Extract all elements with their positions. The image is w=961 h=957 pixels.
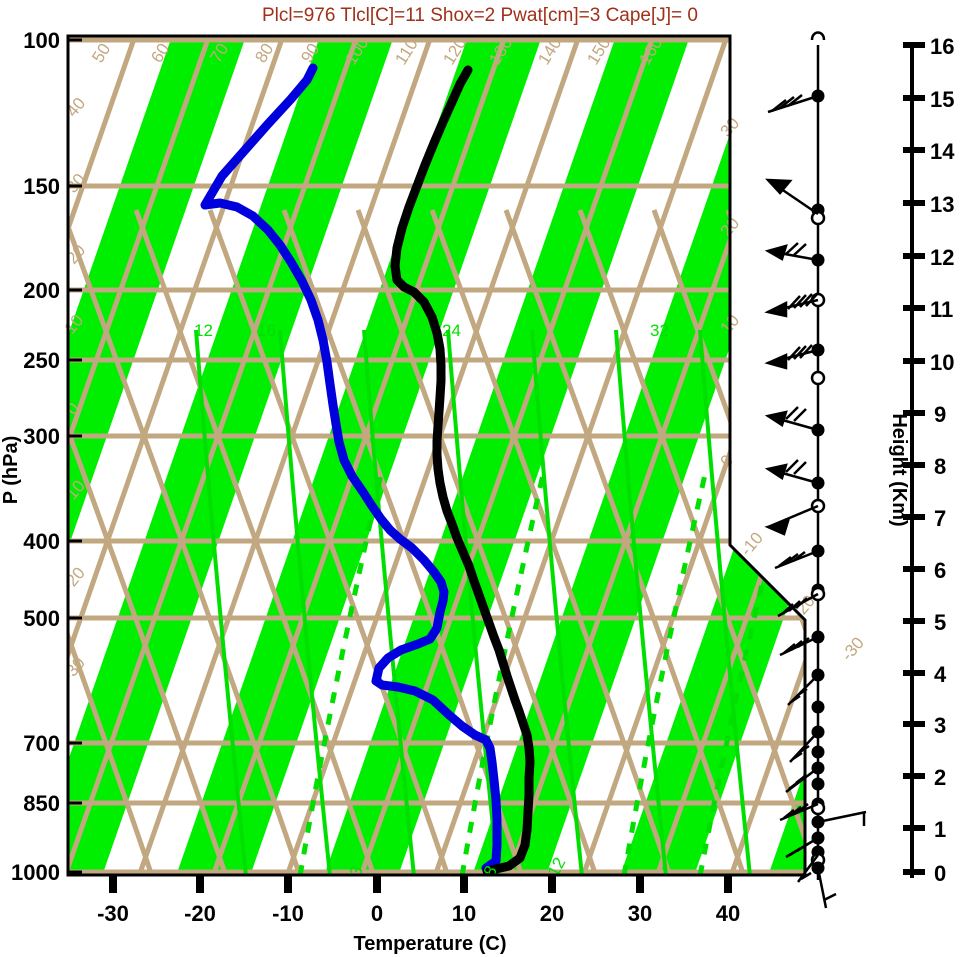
wind-barb bbox=[779, 635, 819, 657]
pressure-tick-label: 400 bbox=[23, 529, 60, 554]
temperature-axis: -30 -20 -10 0 10 20 30 40 bbox=[97, 876, 740, 926]
temperature-tick-label: -30 bbox=[97, 901, 129, 926]
temperature-tick-label: 30 bbox=[628, 901, 652, 926]
temperature-ticks bbox=[109, 876, 732, 893]
height-tick-label: 1 bbox=[934, 817, 946, 842]
pressure-tick-label: 1000 bbox=[11, 860, 60, 885]
pressure-tick-label: 150 bbox=[23, 174, 60, 199]
wind-barb-top-marker bbox=[810, 31, 826, 41]
mixing-ratio-label: 24 bbox=[442, 321, 461, 340]
temperature-tick-label: 0 bbox=[371, 901, 383, 926]
temperature-tick-label: 10 bbox=[452, 901, 476, 926]
wind-barb bbox=[764, 406, 819, 432]
plot-frame bbox=[66, 34, 807, 877]
pressure-tick-label: 200 bbox=[23, 278, 60, 303]
wind-barb bbox=[767, 94, 819, 114]
wind-barb bbox=[764, 504, 819, 536]
height-axis: 0 1 2 3 4 5 6 7 8 9 10 11 12 13 14 15 16 bbox=[903, 34, 955, 886]
pressure-ticks bbox=[68, 38, 82, 874]
mixing-ratio-label: 16 bbox=[257, 321, 276, 340]
wind-barb bbox=[774, 549, 819, 570]
wind-barb bbox=[764, 459, 819, 485]
height-tick-label: 9 bbox=[934, 402, 946, 427]
pressure-tick-label: 500 bbox=[23, 606, 60, 631]
wind-barb bbox=[785, 836, 819, 859]
pressure-axis-title: P (hPa) bbox=[0, 436, 22, 505]
height-tick-label: 12 bbox=[930, 245, 954, 270]
height-tick-label: 15 bbox=[930, 87, 954, 112]
height-tick-label: 4 bbox=[934, 662, 947, 687]
temperature-tick-label: 40 bbox=[716, 901, 740, 926]
wind-barb bbox=[765, 178, 819, 216]
pressure-tick-label: 250 bbox=[23, 348, 60, 373]
wind-barb bbox=[764, 242, 819, 262]
wind-barb bbox=[789, 731, 819, 763]
wind-barb bbox=[779, 802, 819, 822]
pressure-tick-label: 850 bbox=[23, 791, 60, 816]
wind-barb bbox=[787, 674, 819, 706]
wind-barb bbox=[777, 592, 819, 618]
height-tick-label: 6 bbox=[934, 558, 946, 583]
pressure-tick-label: 700 bbox=[23, 731, 60, 756]
height-axis-title: Height (Km) bbox=[888, 413, 910, 526]
temperature-axis-title: Temperature (C) bbox=[354, 933, 507, 955]
pressure-axis: 100 150 200 250 300 400 500 700 850 1000 bbox=[11, 28, 82, 885]
mixing-ratio-lines bbox=[194, 329, 752, 875]
mixing-ratio-dashed-lines bbox=[297, 469, 785, 875]
mixing-ratio-label: 12 bbox=[194, 321, 213, 340]
page-title: Plcl=976 Tlcl[C]=11 Shox=2 Pwat[cm]=3 Ca… bbox=[262, 5, 698, 26]
wind-barb bbox=[796, 854, 820, 883]
dry-adiabat-lines bbox=[68, 209, 805, 875]
wind-barb bbox=[817, 810, 867, 826]
mixing-ratio-label: 32 bbox=[650, 321, 669, 340]
height-tick-label: 10 bbox=[930, 350, 954, 375]
height-tick-label: 13 bbox=[930, 192, 954, 217]
wind-barb bbox=[816, 867, 837, 909]
height-tick-label: 5 bbox=[934, 610, 946, 635]
height-tick-label: 14 bbox=[930, 139, 955, 164]
wind-barb-column bbox=[764, 31, 867, 909]
dewpoint-curve bbox=[200, 63, 502, 873]
height-tick-label: 16 bbox=[930, 34, 954, 59]
height-tick-label: 0 bbox=[934, 861, 946, 886]
height-tick-label: 3 bbox=[934, 713, 946, 738]
pressure-tick-label: 300 bbox=[23, 424, 60, 449]
temperature-curve bbox=[390, 65, 535, 875]
height-tick-label: 2 bbox=[934, 765, 946, 790]
height-tick-label: 8 bbox=[934, 454, 946, 479]
wind-barb bbox=[764, 292, 819, 318]
height-tick-label: 11 bbox=[930, 297, 953, 322]
temperature-tick-label: -10 bbox=[272, 901, 304, 926]
temperature-tick-label: -20 bbox=[184, 901, 216, 926]
wind-barb bbox=[764, 344, 819, 370]
pressure-tick-label: 100 bbox=[23, 28, 60, 53]
wind-barb bbox=[785, 767, 819, 793]
temperature-tick-label: 20 bbox=[540, 901, 564, 926]
height-tick-label: 7 bbox=[934, 506, 946, 531]
height-ticks bbox=[903, 42, 925, 875]
wind-barbs bbox=[764, 94, 867, 909]
